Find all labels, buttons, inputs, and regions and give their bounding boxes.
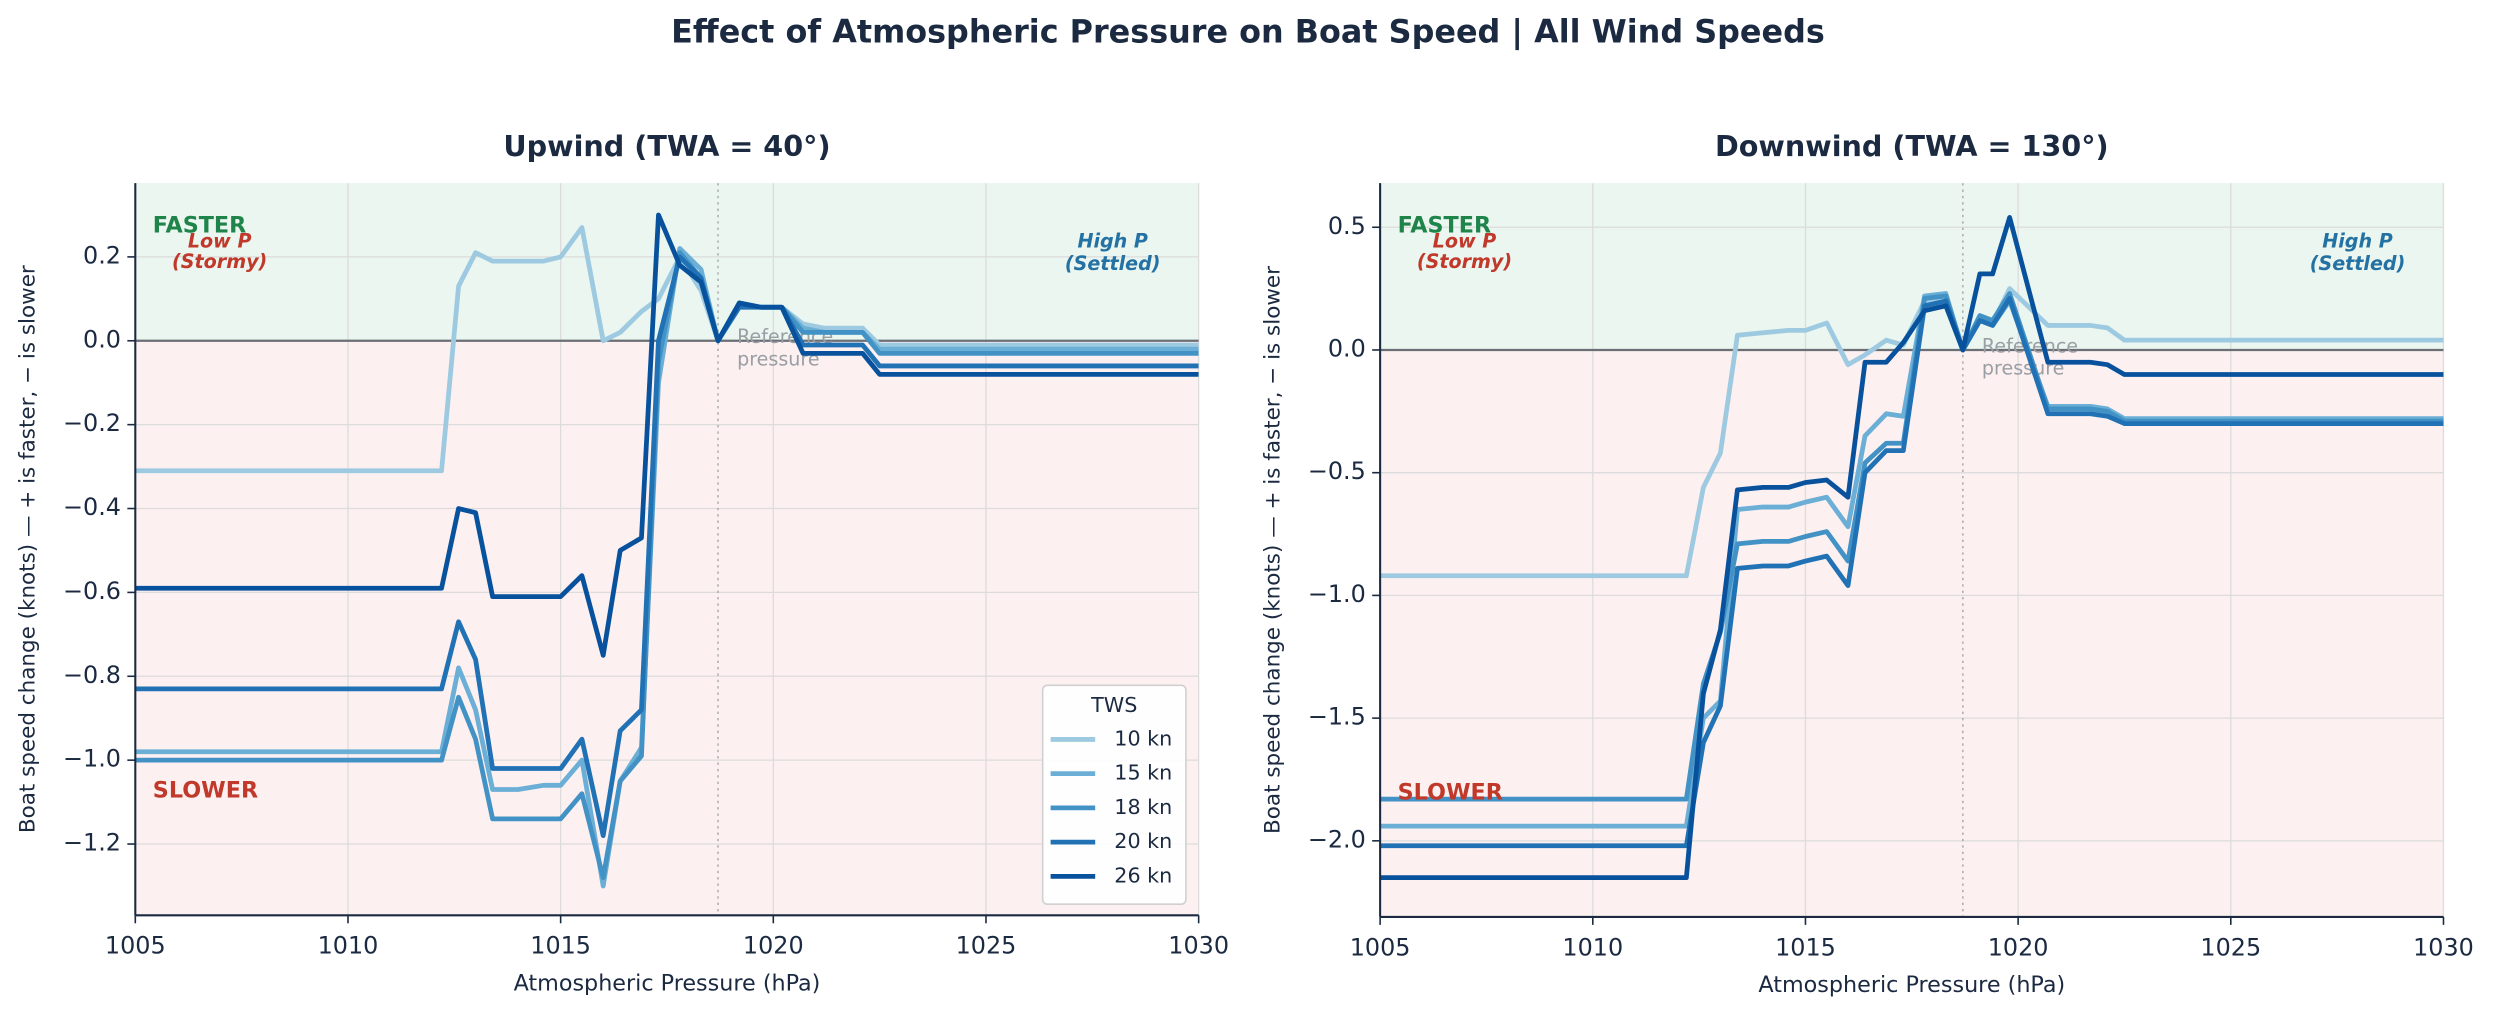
x-tick-label: 1005 (105, 932, 166, 960)
series-line (1380, 215, 2444, 881)
y-tick-label: −0.4 (63, 493, 121, 521)
legend-title: TWS (1090, 693, 1137, 717)
slower-region (1380, 349, 2444, 917)
series-line (135, 254, 1199, 839)
x-axis-label: Atmospheric Pressure (hPa) (514, 970, 821, 996)
y-tick-label: −1.5 (1308, 703, 1366, 731)
subplot: 1005 1010 1015 1020 1025 1030 −2.0 −1.5 −1.0 −0.5… (1260, 129, 2473, 998)
x-tick-label: 1010 (1562, 933, 1623, 961)
x-tick-label: 1025 (2200, 933, 2261, 961)
y-tick-label: −1.0 (1308, 580, 1366, 608)
y-tick-label: 0.0 (1328, 334, 1366, 362)
high-pressure-label: (Settled) (1065, 252, 1161, 275)
y-tick-label: 0.0 (83, 325, 121, 353)
x-tick-label: 1020 (1988, 933, 2049, 961)
x-tick-label: 1030 (2413, 933, 2474, 961)
slower-label: SLOWER (1398, 779, 1503, 805)
low-pressure-label: Low P (1433, 229, 1497, 252)
high-pressure-label: High P (2322, 229, 2392, 252)
low-pressure-label: Low P (188, 229, 252, 252)
figure-title: Effect of Atmospheric Pressure on Boat S… (671, 12, 1825, 51)
slower-region (135, 340, 1199, 916)
x-tick-label: 1010 (318, 932, 379, 960)
series-line (1380, 296, 2444, 849)
legend-label: 10 kn (1114, 726, 1172, 750)
y-tick-label: 0.2 (83, 241, 121, 269)
y-tick-label: −0.2 (63, 409, 121, 437)
high-pressure-label: (Settled) (2310, 252, 2406, 275)
legend-label: 26 kn (1114, 863, 1172, 887)
slower-label: SLOWER (153, 778, 258, 804)
reference-label: pressure (737, 347, 819, 370)
subplot-title: Upwind (TWA = 40°) (503, 129, 830, 163)
y-tick-label: −0.6 (63, 577, 121, 605)
series-line (135, 225, 1199, 474)
y-tick-label: −2.0 (1308, 825, 1366, 853)
subplot-title: Downwind (TWA = 130°) (1715, 129, 2109, 163)
legend-label: 15 kn (1114, 761, 1172, 785)
faster-label: FASTER (1398, 213, 1491, 239)
reference-label: pressure (1982, 357, 2064, 380)
y-tick-label: 0.5 (1328, 212, 1366, 240)
subplot: 1005 1010 1015 1020 1025 1030 −1.2 −1.0 −0.8 −0.6… (16, 129, 1229, 996)
low-pressure-label: (Stormy) (1417, 250, 1512, 273)
x-tick-label: 1005 (1350, 933, 1411, 961)
y-tick-label: −0.8 (63, 661, 121, 689)
faster-label: FASTER (153, 213, 246, 239)
x-tick-label: 1025 (956, 932, 1017, 960)
high-pressure-label: High P (1077, 229, 1147, 252)
x-tick-label: 1020 (743, 932, 804, 960)
x-tick-label: 1015 (1775, 933, 1836, 961)
y-axis-label: Boat speed change (knots) — + is faster,… (1260, 266, 1285, 834)
y-tick-label: −1.0 (63, 745, 121, 773)
y-tick-label: −0.5 (1308, 457, 1366, 485)
x-axis-label: Atmospheric Pressure (hPa) (1758, 972, 2065, 998)
legend-label: 18 kn (1114, 795, 1172, 819)
x-tick-label: 1015 (530, 932, 591, 960)
y-tick-label: −1.2 (63, 829, 121, 857)
low-pressure-label: (Stormy) (172, 250, 267, 273)
reference-label: Reference (1982, 334, 2078, 357)
legend-label: 20 kn (1114, 829, 1172, 853)
x-tick-label: 1030 (1168, 932, 1229, 960)
y-axis-label: Boat speed change (knots) — + is faster,… (16, 265, 41, 833)
series-line (135, 212, 1199, 658)
